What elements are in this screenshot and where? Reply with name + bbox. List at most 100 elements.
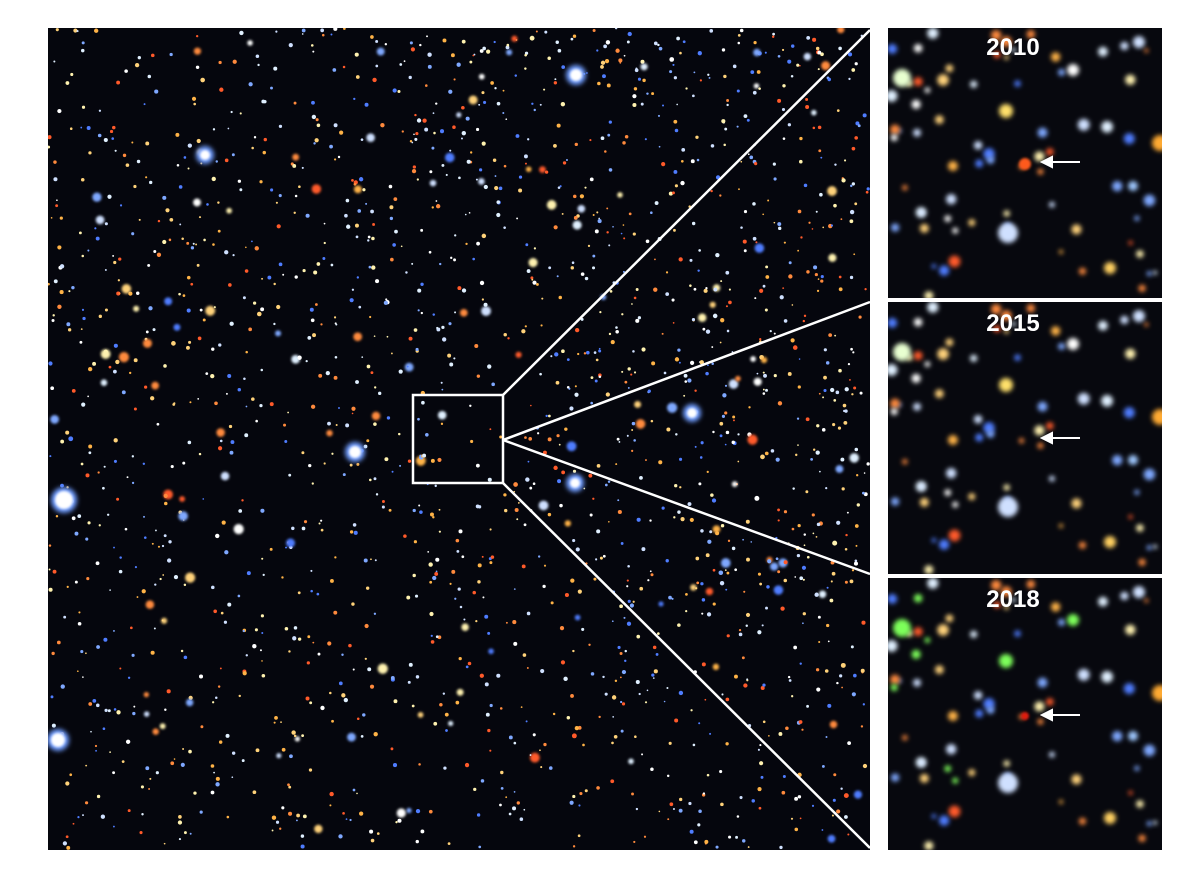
star — [178, 185, 183, 189]
star — [100, 814, 106, 819]
star — [140, 785, 144, 789]
star — [737, 460, 740, 463]
star — [442, 692, 446, 695]
star — [461, 39, 466, 44]
star — [712, 602, 716, 606]
star — [56, 199, 58, 202]
star — [438, 530, 441, 533]
star — [51, 733, 65, 747]
star — [454, 234, 457, 237]
star — [233, 524, 244, 535]
star — [924, 565, 934, 574]
star — [773, 221, 776, 224]
star — [49, 455, 52, 458]
star — [430, 512, 434, 517]
star — [794, 827, 799, 832]
star — [851, 692, 856, 697]
star — [51, 723, 56, 728]
star — [356, 717, 360, 721]
star — [719, 580, 725, 586]
star — [213, 306, 216, 309]
star — [634, 735, 637, 739]
star — [986, 156, 995, 164]
star — [574, 327, 580, 333]
star — [145, 600, 155, 609]
star — [706, 470, 709, 473]
star — [332, 68, 337, 72]
star — [725, 697, 730, 702]
star — [410, 47, 416, 52]
star — [526, 269, 531, 273]
star — [990, 580, 1002, 591]
star — [577, 834, 581, 838]
star — [429, 179, 437, 187]
star — [512, 806, 517, 811]
star — [750, 70, 755, 75]
star — [764, 308, 768, 312]
star — [370, 838, 375, 843]
star — [802, 622, 804, 625]
star — [555, 380, 560, 385]
star — [391, 470, 394, 473]
star — [843, 793, 849, 799]
star — [1143, 744, 1156, 757]
star — [230, 110, 233, 114]
star — [836, 109, 840, 112]
star — [303, 520, 308, 524]
star — [113, 708, 117, 711]
star — [854, 559, 858, 563]
star — [353, 185, 362, 194]
star — [484, 614, 489, 619]
star — [592, 214, 595, 217]
star — [715, 252, 720, 258]
star — [348, 643, 352, 648]
star — [195, 243, 198, 246]
star — [783, 578, 788, 583]
star — [66, 585, 69, 588]
star — [409, 140, 413, 143]
star — [669, 70, 673, 74]
star — [750, 356, 756, 362]
star — [183, 655, 188, 660]
star — [103, 137, 108, 143]
star — [755, 241, 758, 244]
star — [628, 212, 632, 216]
star — [224, 158, 229, 163]
star — [1034, 425, 1045, 436]
star — [743, 590, 746, 593]
star — [803, 544, 806, 547]
star — [109, 589, 111, 591]
star — [406, 807, 412, 814]
star — [113, 546, 115, 549]
star — [572, 34, 577, 38]
star — [627, 367, 631, 371]
star — [550, 601, 554, 605]
star — [816, 289, 820, 292]
star — [738, 632, 743, 637]
star — [832, 798, 836, 802]
star — [762, 371, 765, 374]
star — [352, 668, 355, 671]
star — [232, 254, 235, 257]
star — [143, 536, 147, 539]
star — [799, 662, 802, 665]
star — [1128, 731, 1138, 741]
star — [392, 243, 396, 247]
star — [472, 590, 476, 595]
star — [389, 205, 394, 210]
star — [317, 652, 321, 656]
star — [439, 702, 443, 707]
star — [783, 560, 788, 565]
star — [819, 192, 823, 197]
star — [623, 616, 626, 619]
star — [579, 791, 583, 796]
star — [532, 482, 536, 485]
star — [190, 282, 194, 286]
star — [986, 430, 995, 438]
star — [422, 453, 427, 458]
star — [138, 218, 141, 221]
star — [902, 458, 908, 465]
star — [743, 683, 748, 688]
star — [849, 275, 854, 280]
star — [725, 430, 730, 435]
